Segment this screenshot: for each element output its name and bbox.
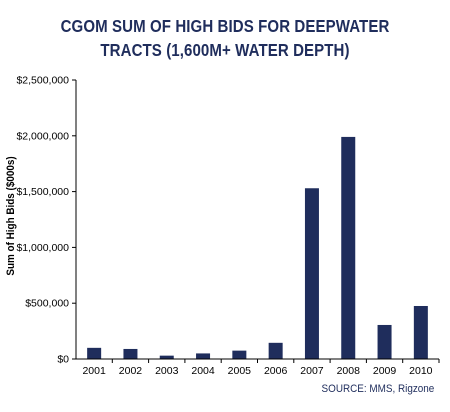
x-tick-label: 2006 bbox=[264, 365, 288, 377]
x-tick-label: 2007 bbox=[300, 365, 324, 377]
x-tick-labels: 2001 2002 2003 2004 2005 2006 2007 2008 2009 2010 bbox=[82, 359, 440, 377]
source-note: SOURCE: MMS, Rigzone bbox=[321, 383, 434, 395]
y-axis-label: Sum of High Bids ($000s) bbox=[6, 156, 18, 275]
bar-2005 bbox=[232, 350, 247, 359]
bars bbox=[87, 136, 428, 359]
x-tick-label: 2005 bbox=[228, 365, 252, 377]
x-tick-label: 2003 bbox=[155, 365, 179, 377]
y-tick-label: $1,000,000 bbox=[16, 242, 69, 254]
bar-2004 bbox=[196, 353, 211, 359]
y-tick-label: $0 bbox=[57, 354, 69, 366]
y-tick-label: $2,000,000 bbox=[16, 130, 69, 142]
y-tick-label: $500,000 bbox=[25, 298, 69, 310]
bar-2002 bbox=[123, 348, 138, 359]
bar-2003 bbox=[159, 355, 174, 359]
bar-2001 bbox=[87, 347, 102, 359]
x-tick-label: 2002 bbox=[119, 365, 143, 377]
y-tick-label: $1,500,000 bbox=[16, 186, 69, 198]
bar-2009 bbox=[377, 324, 392, 359]
x-tick-label: 2009 bbox=[373, 365, 397, 377]
bar-2008 bbox=[341, 136, 356, 359]
bar-2007 bbox=[304, 188, 319, 359]
y-ticks: $0 $500,000 $1,000,000 $1,500,000 $2,000,000… bbox=[16, 75, 76, 366]
x-tick-label: 2008 bbox=[337, 365, 361, 377]
x-tick-label: 2010 bbox=[409, 365, 433, 377]
chart-title-line-1: CGOM SUM OF HIGH BIDS FOR DEEPWATER bbox=[60, 16, 390, 36]
x-tick-label: 2004 bbox=[191, 365, 215, 377]
bar-2006 bbox=[268, 342, 283, 359]
bar-2010 bbox=[413, 305, 428, 359]
chart-title-line-2: TRACTS (1,600M+ WATER DEPTH) bbox=[100, 40, 350, 60]
y-tick-label: $2,500,000 bbox=[16, 75, 69, 87]
x-tick-label: 2001 bbox=[82, 365, 106, 377]
